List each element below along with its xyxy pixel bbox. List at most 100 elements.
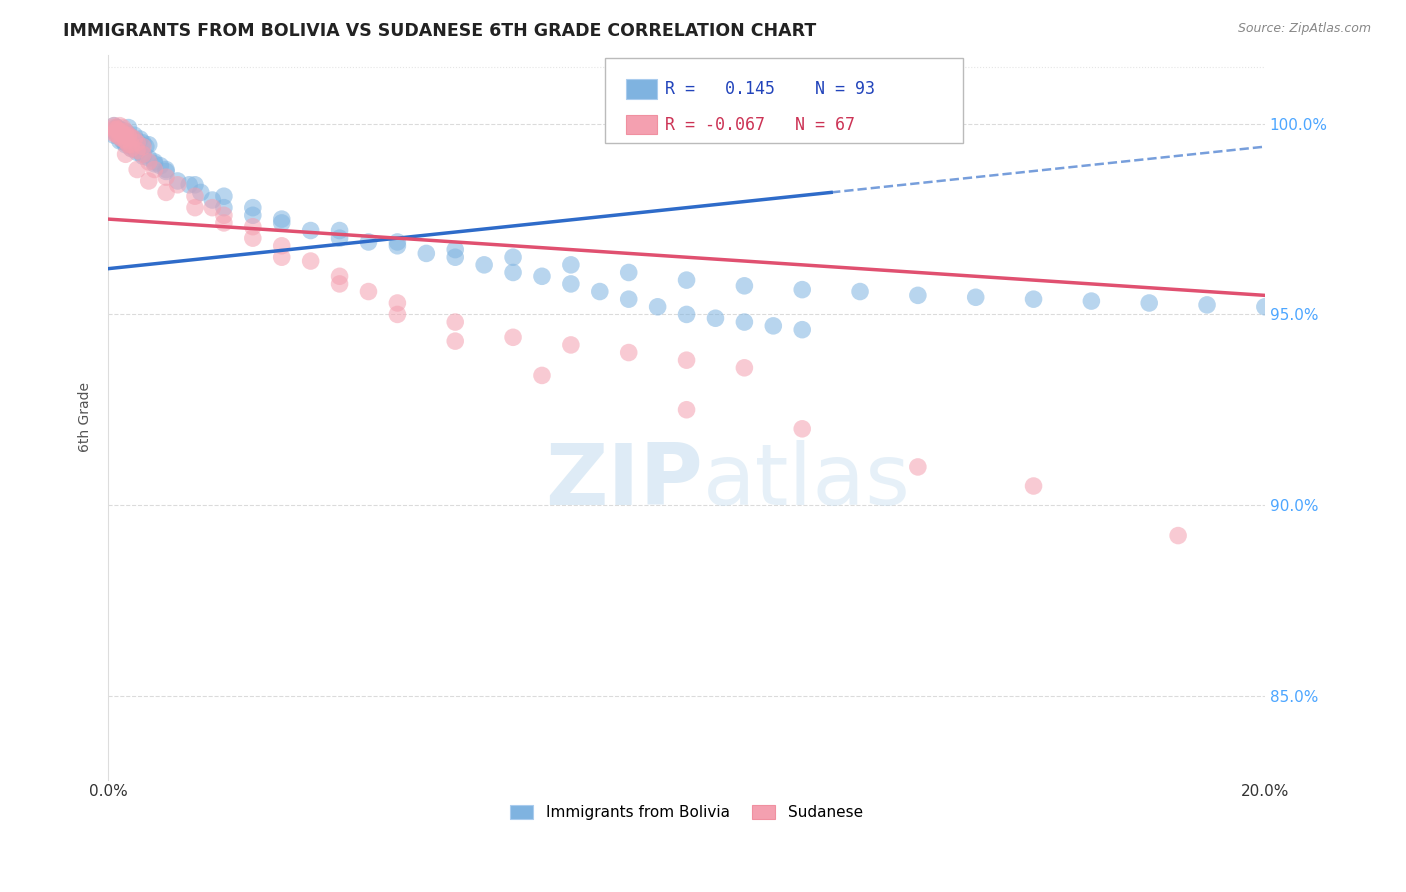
Point <box>117 137 139 152</box>
Point <box>143 155 166 169</box>
Point <box>114 132 136 146</box>
Point <box>105 128 128 143</box>
Point <box>120 137 142 152</box>
Point <box>114 128 136 143</box>
Point <box>103 128 125 143</box>
Y-axis label: 6th Grade: 6th Grade <box>79 383 93 452</box>
Point <box>1080 294 1102 309</box>
Point <box>138 137 160 152</box>
Point <box>111 134 134 148</box>
Point <box>212 189 235 203</box>
Point <box>114 132 136 146</box>
Point <box>201 193 224 207</box>
Point <box>357 285 380 299</box>
Point <box>387 235 409 249</box>
Point <box>155 164 177 178</box>
Point <box>138 151 160 165</box>
Point <box>120 137 142 152</box>
Point <box>242 231 264 245</box>
Point <box>329 231 352 245</box>
Text: R = -0.067   N = 67: R = -0.067 N = 67 <box>665 116 855 134</box>
Point <box>1195 298 1218 312</box>
Point <box>242 219 264 234</box>
Point <box>117 130 139 145</box>
Point <box>143 157 166 171</box>
Point <box>117 136 139 150</box>
Point <box>120 130 142 145</box>
Point <box>111 132 134 146</box>
Point <box>357 235 380 249</box>
Point <box>1022 292 1045 306</box>
Point <box>530 269 553 284</box>
Point <box>617 265 640 279</box>
Point <box>201 201 224 215</box>
Point <box>138 174 160 188</box>
Point <box>675 402 697 417</box>
Point <box>329 223 352 237</box>
Point <box>502 330 524 344</box>
Point <box>132 136 155 150</box>
Point <box>907 288 929 302</box>
Text: R =   0.145    N = 93: R = 0.145 N = 93 <box>665 80 875 98</box>
Point <box>117 137 139 152</box>
Point <box>387 307 409 321</box>
Point <box>108 130 131 145</box>
Point <box>444 250 467 264</box>
Point <box>502 265 524 279</box>
Point <box>132 147 155 161</box>
Point <box>675 353 697 368</box>
Point <box>1254 300 1277 314</box>
Point <box>108 124 131 138</box>
Point <box>792 323 814 337</box>
Point <box>132 147 155 161</box>
Point <box>122 132 145 146</box>
Point <box>444 243 467 257</box>
Point <box>166 174 188 188</box>
Point <box>190 186 212 200</box>
Text: IMMIGRANTS FROM BOLIVIA VS SUDANESE 6TH GRADE CORRELATION CHART: IMMIGRANTS FROM BOLIVIA VS SUDANESE 6TH … <box>63 22 817 40</box>
Point <box>108 126 131 140</box>
Point <box>1167 528 1189 542</box>
Point <box>155 186 177 200</box>
Point <box>143 162 166 177</box>
Point <box>184 201 207 215</box>
Point <box>472 258 495 272</box>
Point <box>105 126 128 140</box>
Point <box>299 254 322 268</box>
Text: Source: ZipAtlas.com: Source: ZipAtlas.com <box>1237 22 1371 36</box>
Point <box>120 139 142 153</box>
Point <box>184 178 207 192</box>
Point <box>1137 296 1160 310</box>
Point <box>103 126 125 140</box>
Point <box>675 307 697 321</box>
Point <box>792 422 814 436</box>
Point <box>114 124 136 138</box>
Point <box>675 273 697 287</box>
Point <box>733 278 755 293</box>
Text: atlas: atlas <box>703 440 911 524</box>
Point <box>242 208 264 222</box>
Point <box>108 122 131 136</box>
Point <box>108 122 131 136</box>
Point <box>242 201 264 215</box>
Point <box>117 120 139 135</box>
Point <box>299 223 322 237</box>
Point <box>149 159 172 173</box>
Point <box>127 145 149 160</box>
Point <box>387 239 409 253</box>
Point <box>127 134 149 148</box>
Text: ZIP: ZIP <box>546 440 703 524</box>
Point <box>111 124 134 138</box>
Point <box>111 126 134 140</box>
Point <box>762 318 785 333</box>
Point <box>105 122 128 136</box>
Point <box>502 250 524 264</box>
Point <box>704 311 727 326</box>
Point <box>105 120 128 135</box>
Legend: Immigrants from Bolivia, Sudanese: Immigrants from Bolivia, Sudanese <box>505 799 869 826</box>
Point <box>117 128 139 143</box>
Point <box>329 269 352 284</box>
Point <box>560 277 582 291</box>
Point <box>132 149 155 163</box>
Point <box>114 126 136 140</box>
